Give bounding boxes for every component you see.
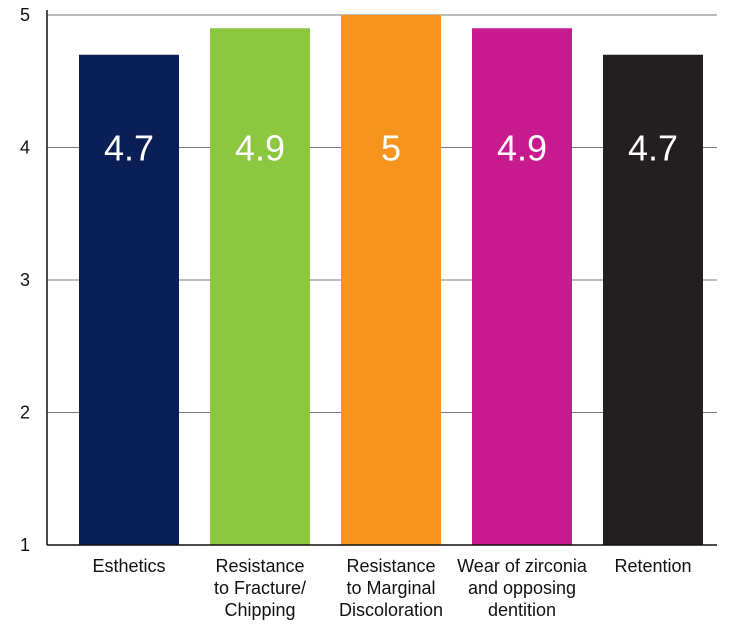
x-category-label-line: Resistance xyxy=(215,556,304,576)
bar-1 xyxy=(210,28,310,545)
x-category-label-line: and opposing xyxy=(468,578,576,598)
data-label-1: 4.9 xyxy=(235,128,285,169)
x-category-label-0: Esthetics xyxy=(92,556,165,576)
x-category-label-2: Resistance to Marginal Discoloration xyxy=(339,556,443,620)
x-category-label-line: Discoloration xyxy=(339,600,443,620)
x-category-label-line: Retention xyxy=(614,556,691,576)
x-category-label-line: Resistance xyxy=(346,556,435,576)
x-category-label-3: Wear of zirconia and opposing dentition xyxy=(457,556,588,620)
bar-2 xyxy=(341,15,441,545)
x-category-label-line: to Fracture/ xyxy=(214,578,306,598)
data-label-0: 4.7 xyxy=(104,128,154,169)
y-tick-label-5: 5 xyxy=(20,5,30,25)
y-tick-label-4: 4 xyxy=(20,138,30,158)
y-tick-label-1: 1 xyxy=(20,535,30,555)
x-category-label-line: Esthetics xyxy=(92,556,165,576)
x-category-label-line: Wear of zirconia xyxy=(457,556,588,576)
axis-layer xyxy=(46,10,717,546)
bar-layer xyxy=(79,15,703,545)
bar-3 xyxy=(472,28,572,545)
x-category-label-line: dentition xyxy=(488,600,556,620)
x-category-label-line: Chipping xyxy=(224,600,295,620)
y-tick-label-2: 2 xyxy=(20,403,30,423)
data-label-2: 5 xyxy=(381,128,401,169)
data-label-3: 4.9 xyxy=(497,128,547,169)
bar-0 xyxy=(79,54,179,545)
x-category-label-line: to Marginal xyxy=(346,578,435,598)
y-tick-label-3: 3 xyxy=(20,270,30,290)
x-category-label-4: Retention xyxy=(614,556,691,576)
x-category-label-1: Resistance to Fracture/Chipping xyxy=(214,556,306,620)
bar-4 xyxy=(603,54,703,545)
data-label-4: 4.7 xyxy=(628,128,678,169)
